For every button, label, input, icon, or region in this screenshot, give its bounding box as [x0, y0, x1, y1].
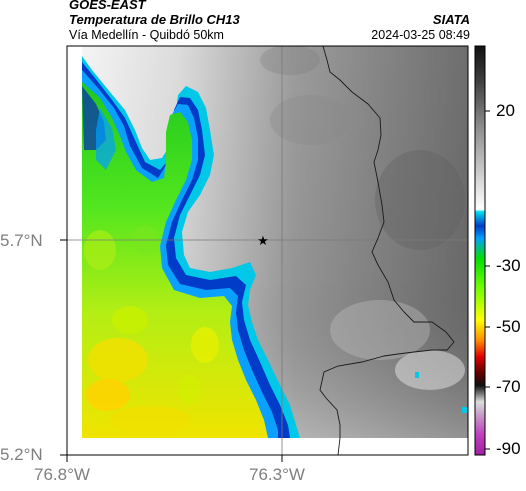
map-imagery — [82, 46, 468, 438]
datetime-label: 2024-03-25 08:49 — [371, 28, 470, 42]
border-line — [319, 45, 455, 456]
y-tick-label: 5.2°N — [0, 445, 43, 464]
colorbar-tick-label: -50 — [496, 317, 521, 336]
satellite-label: GOES-EAST — [69, 0, 146, 12]
x-tick-label: 76.3°W — [249, 465, 305, 484]
x-tick-label: 76.8°W — [34, 465, 90, 484]
region-subtitle: Vía Medellín - Quibdó 50km — [69, 28, 224, 42]
y-tick-label: 5.7°N — [0, 231, 43, 250]
product-title: Temperatura de Brillo CH13 — [69, 12, 240, 27]
colorbar — [474, 45, 490, 456]
colorbar-tick-label: -30 — [496, 256, 521, 275]
colorbar-tick-label: 20 — [496, 101, 515, 120]
colorbar-tick-label: -90 — [496, 439, 521, 458]
colorbar-strip — [474, 45, 486, 456]
station-star-icon: ★ — [257, 234, 269, 249]
org-label: SIATA — [432, 12, 470, 27]
colorbar-tick-label: -70 — [496, 377, 521, 396]
